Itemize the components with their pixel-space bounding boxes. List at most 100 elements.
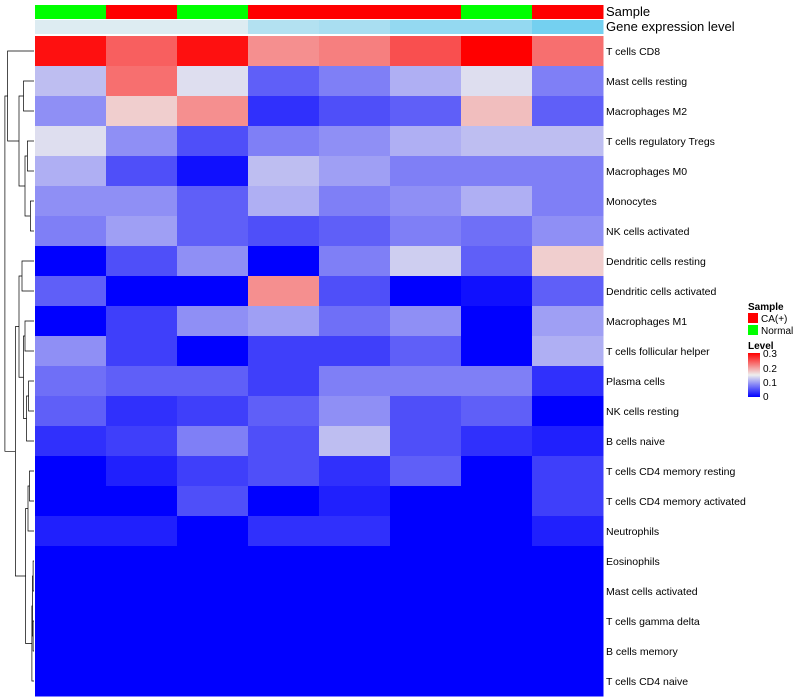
heatmap-cell (248, 516, 320, 547)
heatmap-cell (106, 186, 178, 217)
heatmap-cell (532, 186, 604, 217)
heatmap-cell (319, 66, 391, 97)
heatmap-cell (248, 246, 320, 277)
heatmap-cell (35, 366, 107, 397)
sample-annotation-cell (177, 5, 249, 19)
heatmap-cell (532, 486, 604, 517)
sample-annotation-cell (532, 5, 604, 19)
dendrogram-branch (30, 200, 34, 232)
heatmap-cell (106, 396, 178, 427)
heatmap-cell (319, 606, 391, 637)
heatmap-cell (532, 336, 604, 367)
heatmap-cell (390, 636, 462, 667)
heatmap-cell (319, 636, 391, 667)
heatmap-cell (106, 546, 178, 577)
heatmap-cell (106, 456, 178, 487)
heatmap-cell (248, 666, 320, 697)
heatmap-cell (319, 276, 391, 307)
legend-label-normal: Normal (761, 326, 793, 337)
heatmap-cell (35, 576, 107, 607)
heatmap-cell (532, 66, 604, 97)
heatmap-cell (390, 666, 462, 697)
row-label: Dendritic cells activated (606, 286, 716, 298)
sample-annotation-cell (461, 5, 533, 19)
heatmap-cell (248, 36, 320, 67)
heatmap-cell (35, 216, 107, 247)
expression-annotation-cell (461, 20, 533, 34)
heatmap-cell (106, 156, 178, 187)
heatmap-cell (35, 66, 107, 97)
heatmap-cell (248, 366, 320, 397)
heatmap-cell (532, 36, 604, 67)
row-label: NK cells resting (606, 406, 679, 418)
row-label: T cells CD4 memory activated (606, 496, 746, 508)
heatmap-cell (319, 546, 391, 577)
row-labels: T cells CD8 Mast cells resting Macrophages… (606, 46, 746, 688)
heatmap-cell (461, 606, 533, 637)
heatmap-cell (106, 246, 178, 277)
heatmap-cell (35, 186, 107, 217)
legend-label-ca: CA(+) (761, 314, 787, 325)
dendrogram-branch (32, 560, 34, 592)
legend-level-colorbar (748, 353, 760, 397)
legend-swatch-ca (748, 313, 758, 323)
heatmap-cell (532, 396, 604, 427)
heatmap-cell (461, 216, 533, 247)
heatmap-cell (35, 426, 107, 457)
heatmap-cell (390, 186, 462, 217)
heatmap-cell (390, 486, 462, 517)
heatmap-cell (319, 336, 391, 367)
heatmap-cell (461, 246, 533, 277)
expression-annotation-cell (390, 20, 462, 34)
heatmap-cell (35, 606, 107, 637)
heatmap-cell (390, 246, 462, 277)
row-label: Macrophages M0 (606, 166, 687, 178)
heatmap-cell (248, 126, 320, 157)
heatmap-cell (106, 486, 178, 517)
heatmap-cell (248, 336, 320, 367)
dendrogram-branch (32, 620, 34, 652)
legend-level-title: Level (748, 341, 774, 352)
heatmap-cell (177, 336, 249, 367)
dendrogram-branch (15, 326, 26, 577)
heatmap-cell (35, 246, 107, 277)
heatmap-cell (106, 576, 178, 607)
dendrogram-branch (4, 95, 16, 452)
heatmap-cell (461, 96, 533, 127)
heatmap-cell (248, 576, 320, 607)
legend-level-tick: 0 (763, 392, 769, 403)
heatmap-cell (532, 366, 604, 397)
dendrogram-branch (25, 508, 32, 644)
heatmap-cell (35, 636, 107, 667)
row-label: T cells follicular helper (606, 346, 710, 358)
row-label: T cells gamma delta (606, 616, 700, 628)
sample-annotation-label: Sample (606, 4, 650, 19)
row-label: B cells memory (606, 646, 679, 658)
sample-annotation-cell (390, 5, 462, 19)
heatmap-cell (177, 366, 249, 397)
heatmap-cell (177, 636, 249, 667)
row-label: Mast cells resting (606, 76, 687, 88)
heatmap-cell (532, 576, 604, 607)
heatmap-cell (106, 516, 178, 547)
heatmap-cell (177, 666, 249, 697)
dendrogram-branch (24, 320, 34, 352)
heatmap-cell (177, 546, 249, 577)
heatmap-cell (532, 546, 604, 577)
heatmap-cell (532, 276, 604, 307)
heatmap-cell (532, 636, 604, 667)
heatmap-cell (248, 426, 320, 457)
heatmap-cell (248, 456, 320, 487)
heatmap-cell (35, 486, 107, 517)
heatmap-cell (35, 306, 107, 337)
heatmap-cell (248, 96, 320, 127)
heatmap-cell (319, 96, 391, 127)
heatmap-cell (461, 516, 533, 547)
heatmap-cell (461, 576, 533, 607)
row-label: T cells CD4 memory resting (606, 466, 735, 478)
heatmap-cell (461, 36, 533, 67)
heatmap-cell (461, 156, 533, 187)
heatmap-cell (390, 276, 462, 307)
heatmap-cell (532, 126, 604, 157)
heatmap-cell (106, 666, 178, 697)
